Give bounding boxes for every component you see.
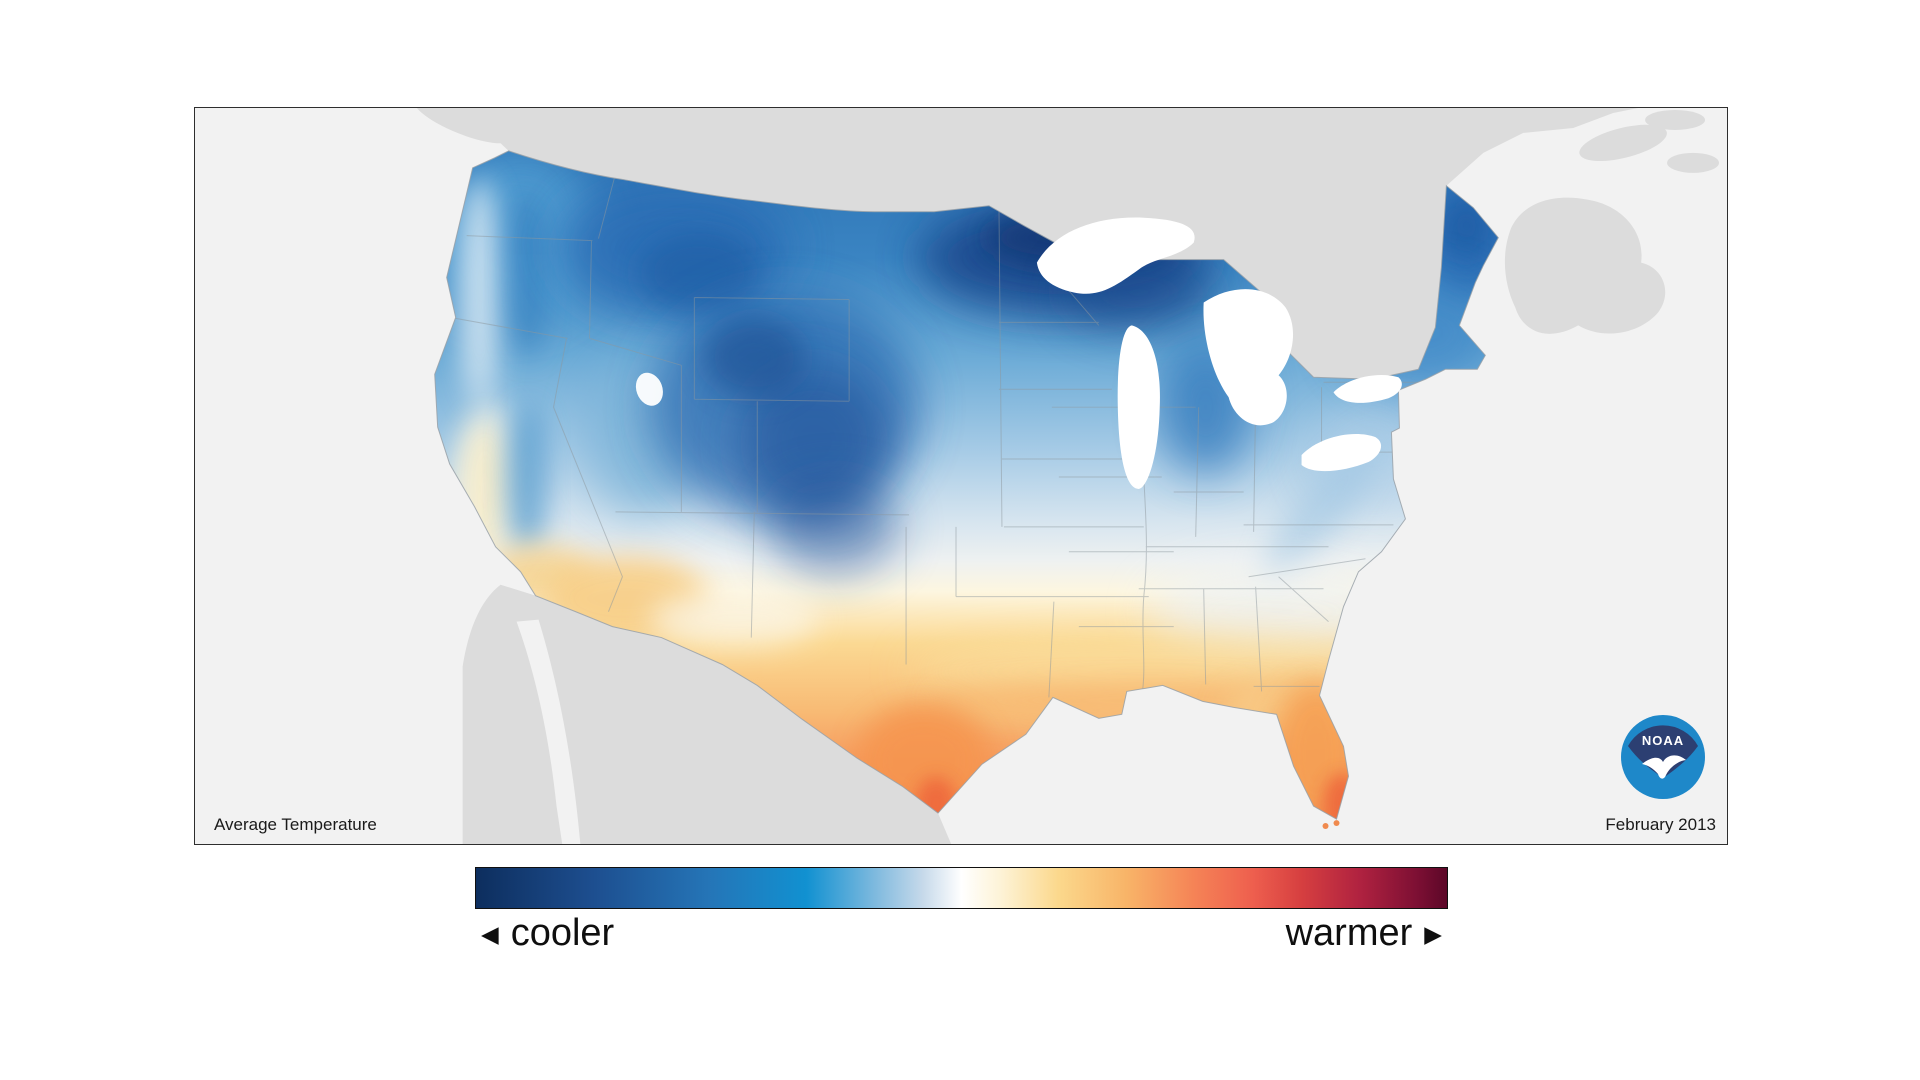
cooler-arrow-icon: ◀ xyxy=(481,920,499,947)
maritimes-landmass xyxy=(1504,197,1666,334)
legend-gradient-bar xyxy=(475,867,1448,909)
lake-huron xyxy=(1203,289,1294,426)
legend-warmer-label: warmer ▶ xyxy=(1286,912,1442,955)
legend-labels: ◀ cooler warmer ▶ xyxy=(475,908,1448,958)
lake-ontario xyxy=(1333,374,1402,403)
cooler-label-text: cooler xyxy=(510,911,615,954)
lake-superior xyxy=(1036,217,1195,294)
canada-landmass xyxy=(414,108,1720,380)
map-panel: NOAA Average Temperature February 2013 xyxy=(194,107,1728,845)
gulf-of-california xyxy=(516,619,581,844)
map-date: February 2013 xyxy=(1605,815,1716,834)
noaa-logo-text: NOAA xyxy=(1642,733,1684,748)
lake-michigan xyxy=(1117,325,1160,489)
legend-cooler-label: ◀ cooler xyxy=(481,912,614,955)
florida-keys xyxy=(1322,820,1340,830)
warmer-label-text: warmer xyxy=(1285,911,1413,954)
warmer-arrow-icon: ▶ xyxy=(1424,920,1442,947)
us-temperature-map xyxy=(195,108,1727,844)
noaa-logo: NOAA xyxy=(1621,715,1705,799)
noaa-seagull-icon xyxy=(1642,755,1686,779)
map-title: Average Temperature xyxy=(214,815,377,834)
mexico-landmass xyxy=(462,584,952,844)
lake-erie xyxy=(1301,434,1382,472)
vancouver-island xyxy=(414,108,512,144)
great-lakes xyxy=(635,217,1402,489)
great-salt-lake xyxy=(635,372,663,406)
